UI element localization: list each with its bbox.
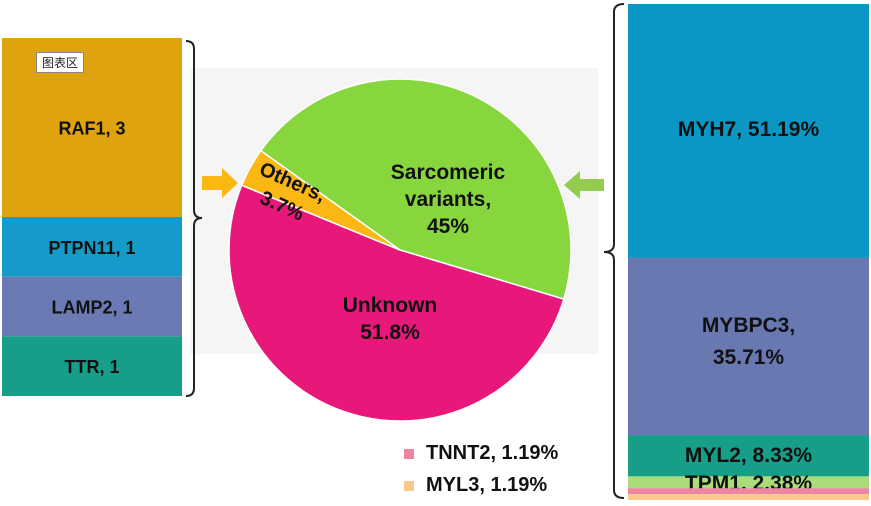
bar-segment-ttr	[2, 336, 182, 396]
left-stacked-bar: RAF1, 3 PTPN11, 1 LAMP2, 1 TTR, 1	[2, 38, 182, 396]
legend-swatch	[404, 448, 414, 459]
bar-label-ptpn11-line: PTPN11, 1	[48, 238, 135, 258]
bar-label-mybpc3: MYBPC3, 35.71%	[702, 314, 795, 369]
bar-label-myh7-line: MYH7, 51.19%	[678, 118, 820, 141]
bar-label-ttr-line: TTR, 1	[64, 357, 119, 377]
bar-segment-ptpn11	[2, 217, 182, 277]
pie-label-unknown-line: Unknown	[343, 294, 438, 317]
bar-label-myl2-line: MYL2, 8.33%	[685, 444, 813, 467]
pie-slice-others	[240, 149, 401, 251]
pie-slice-unknown	[228, 184, 565, 422]
bar-segment-tpm1	[628, 476, 869, 489]
bar-segment-tnnt2	[628, 488, 869, 495]
legend-label: TNNT2, 1.19%	[426, 442, 559, 464]
chart-area-tag: 图表区	[36, 52, 85, 73]
bar-label-mybpc3-line: MYBPC3,	[702, 314, 795, 337]
arrow-left-icon	[564, 171, 604, 199]
pie-chart: Sarcomeric variants, 45%Unknown 51.8%Others…	[228, 78, 572, 422]
bar-label-mybpc3-line: 35.71%	[713, 346, 785, 369]
pie-label-sarcomeric-line: 45%	[427, 215, 469, 238]
bar-segment-myh7	[628, 4, 869, 258]
legend-item-tnnt2: TNNT2, 1.19%	[404, 442, 558, 465]
bar-label-myh7: MYH7, 51.19%	[678, 118, 820, 141]
bar-segment-mybpc3	[628, 257, 869, 436]
bar-label-raf1: RAF1, 3	[58, 119, 125, 139]
bar-segment-myl2	[628, 435, 869, 477]
legend-swatch	[404, 480, 414, 491]
pie-label-unknown-line: 51.8%	[360, 321, 420, 344]
legend-label: MYL3, 1.19%	[426, 474, 548, 496]
pie-label-unknown: Unknown 51.8%	[343, 294, 438, 344]
bar-label-lamp2-line: LAMP2, 1	[51, 298, 132, 318]
pie-label-sarcomeric-line: Sarcomeric	[391, 161, 506, 184]
pie-label-sarcomeric: Sarcomeric variants, 45%	[391, 161, 506, 238]
bar-segment-myl3	[628, 494, 869, 500]
pie-slice-sarcomeric	[259, 78, 572, 301]
right-stacked-bar: MYH7, 51.19%MYBPC3, 35.71%MYL2, 8.33%TPM1…	[628, 4, 869, 500]
legend-item-myl3: MYL3, 1.19%	[404, 474, 547, 497]
arrow-right-icon	[202, 168, 238, 198]
bar-label-myl2: MYL2, 8.33%	[685, 444, 813, 467]
pie-label-sarcomeric-line: variants,	[405, 188, 491, 211]
left-bracket	[185, 40, 203, 397]
bar-label-ttr: TTR, 1	[64, 357, 119, 377]
right-bracket	[603, 3, 625, 499]
bar-label-lamp2: LAMP2, 1	[51, 298, 132, 318]
bar-label-ptpn11: PTPN11, 1	[48, 238, 135, 258]
bar-label-raf1-line: RAF1, 3	[58, 119, 125, 139]
bar-segment-lamp2	[2, 276, 182, 337]
bar-segment-raf1	[2, 38, 182, 217]
